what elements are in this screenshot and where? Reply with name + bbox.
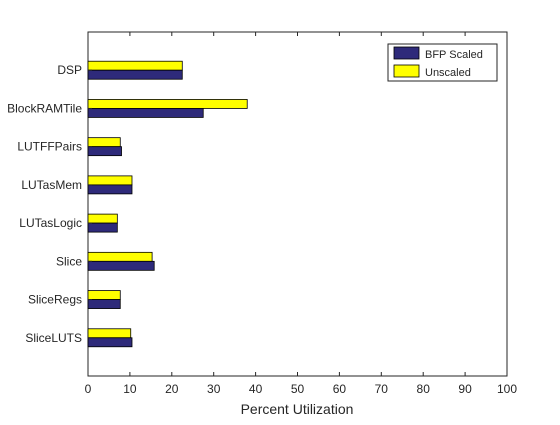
legend: BFP Scaled Unscaled [387,43,498,82]
x-tick-label-60: 60 [333,382,347,396]
x-ticks: 0 10 20 30 40 50 60 70 80 90 100 [85,32,517,396]
bar-bfp-scaled-sliceluts [87,337,133,348]
y-tick-label-slice: Slice [56,254,82,268]
x-tick-label-0: 0 [85,382,92,396]
bar-bfp-scaled-lutasmem [87,184,133,195]
plot-area [87,31,508,377]
x-tick-label-30: 30 [207,382,221,396]
bar-unscaled-sliceluts [87,328,132,339]
bar-bfp-scaled-lutaslogic [87,222,118,233]
y-tick-label-lutaslogic: LUTasLogic [19,216,82,230]
x-tick-label-90: 90 [458,382,472,396]
x-tick-label-50: 50 [291,382,305,396]
y-tick-label-dsp: DSP [57,63,82,77]
x-tick-label-10: 10 [123,382,137,396]
y-tick-label-sliceluts: SliceLUTS [25,331,82,345]
legend-swatch-unscaled [393,64,420,78]
x-tick-label-100: 100 [497,382,517,396]
y-tick-label-lutffpairs: LUTFFPairs [17,140,82,154]
x-tick-label-70: 70 [375,382,389,396]
legend-label-unscaled: Unscaled [425,67,471,79]
x-tick-label-80: 80 [417,382,431,396]
y-tick-label-lutasmem: LUTasMem [21,178,82,192]
bar-bfp-scaled-slice [87,260,155,271]
y-tick-label-sliceregs: SliceRegs [28,293,82,307]
bar-unscaled-lutasmem [87,175,133,186]
bar-bfp-scaled-blockramtile [87,108,204,118]
x-tick-label-40: 40 [249,382,263,396]
bars-layer [87,60,248,348]
y-ticks: DSP BlockRAMTile LUTFFPairs LUTasMem LUTasLo… [7,63,92,345]
bar-bfp-scaled-sliceregs [87,299,121,309]
x-tick-label-20: 20 [165,382,179,396]
bar-unscaled-slice [87,251,153,262]
legend-swatch-bfp-scaled [393,46,420,60]
bar-unscaled-blockramtile [87,99,248,109]
bar-unscaled-dsp [87,60,183,71]
bar-unscaled-lutffpairs [87,137,121,148]
bar-bfp-scaled-lutffpairs [87,146,122,157]
x-axis-label: Percent Utilization [241,401,354,417]
y-tick-label-blockramtile: BlockRAMTile [7,101,82,115]
bar-unscaled-sliceregs [87,290,121,300]
bar-bfp-scaled-dsp [87,69,183,80]
bar-unscaled-lutaslogic [87,213,118,224]
legend-label-bfp-scaled: BFP Scaled [425,49,483,61]
